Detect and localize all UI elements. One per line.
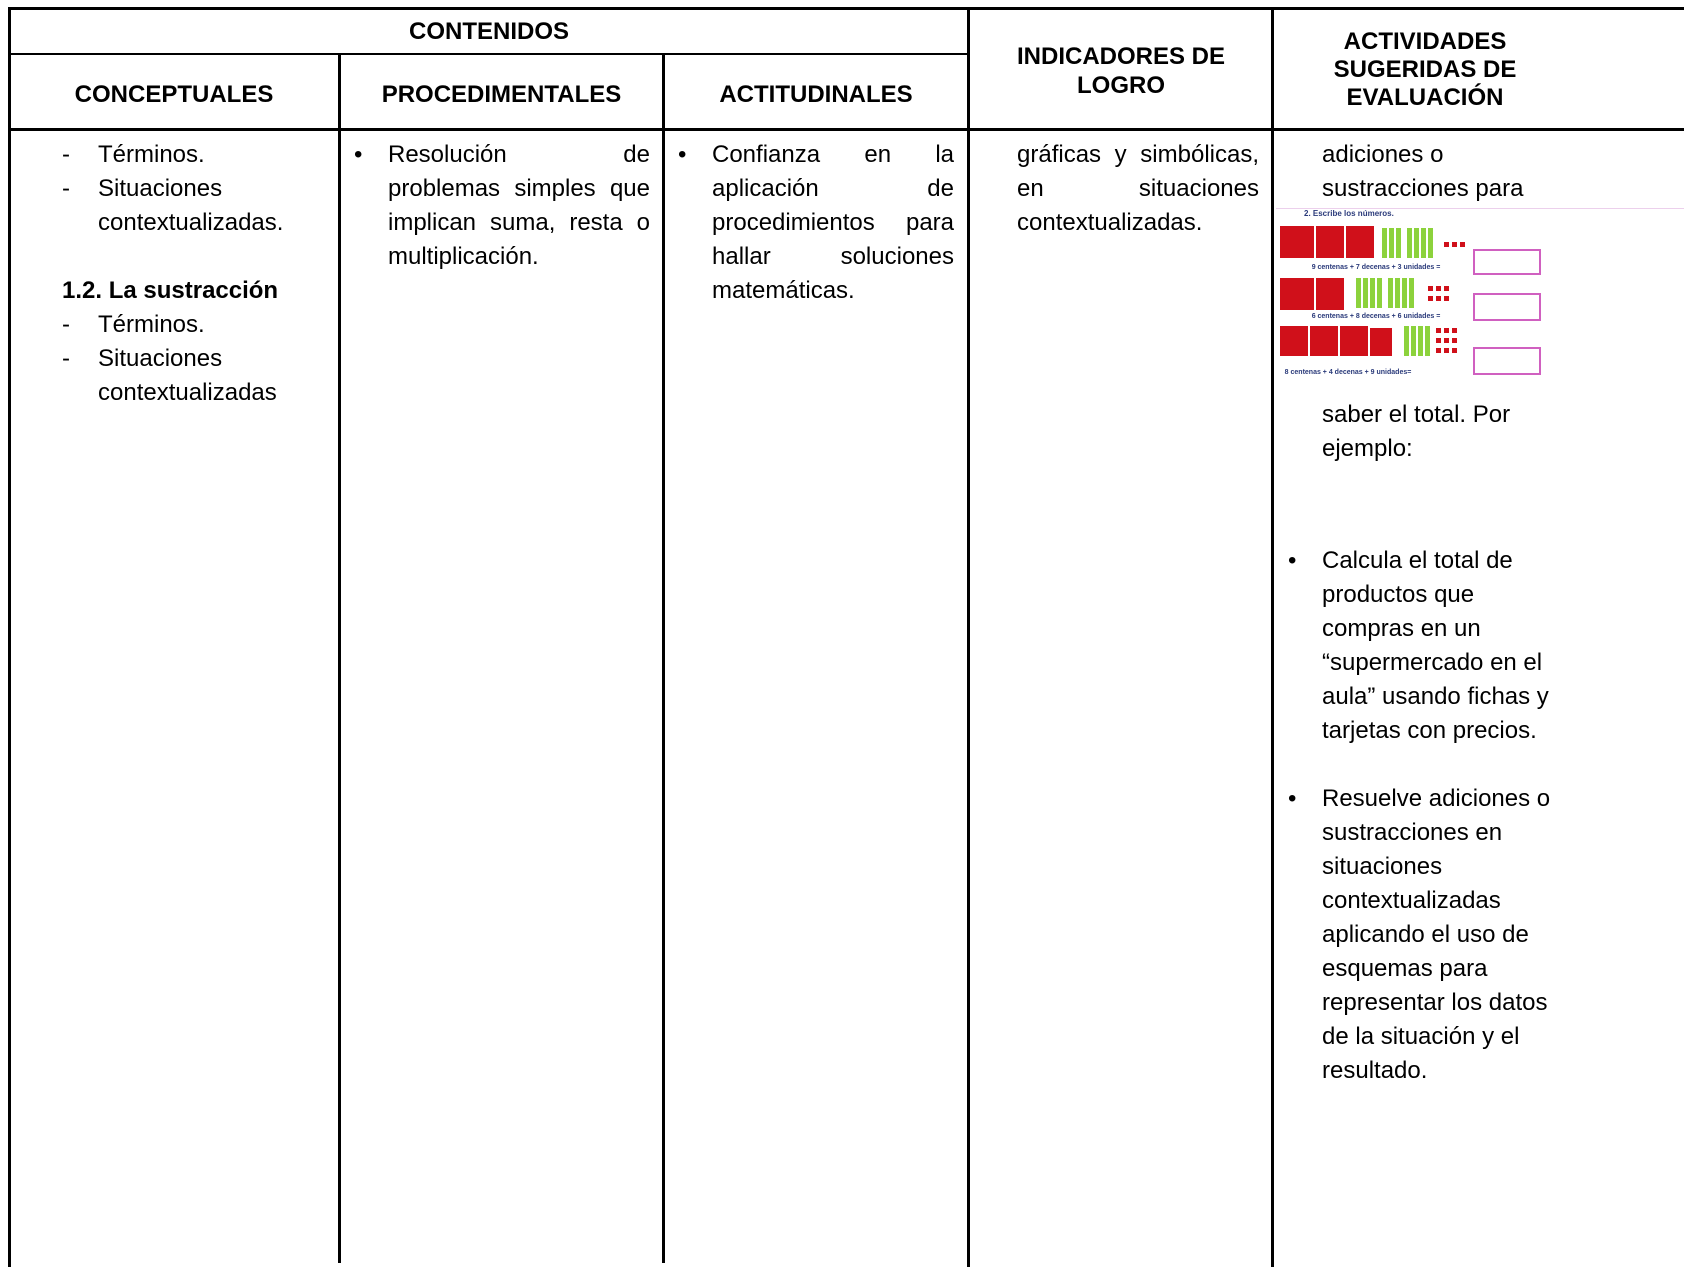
heading: 1.2. La sustracción <box>62 277 279 304</box>
header: ACTITUDINALES <box>719 81 913 108</box>
cell-text: adiciones o sustracciones para <box>1322 141 1524 202</box>
border <box>1271 7 1274 1267</box>
image-row-label: 9 centenas + 7 decenas + 3 unidades = <box>1312 264 1441 271</box>
list-item: Términos. <box>62 308 328 342</box>
image-title: 2. Escribe los números. <box>1304 209 1394 218</box>
cell: Resolución de problemas simples que impl… <box>354 138 650 274</box>
row-3: 8 centenas + 4 decenas + 9 unidades= <box>1280 326 1541 376</box>
list-item: Resolución de problemas simples que impl… <box>354 138 650 274</box>
border <box>8 128 1684 131</box>
cell-text: saber el total. Por ejemplo: <box>1322 401 1511 462</box>
header: INDICADORES DE LOGRO <box>1016 43 1226 99</box>
cell-list: Calcula el total de productos que compra… <box>1288 544 1562 1088</box>
border <box>338 53 341 1263</box>
border <box>8 53 970 55</box>
image-row-label: 6 centenas + 8 decenas + 6 unidades = <box>1312 313 1441 320</box>
border <box>8 7 1684 10</box>
header: CONTENIDOS <box>408 18 569 45</box>
cell: Confianza en la aplicación de procedimie… <box>678 138 954 308</box>
list-item: Resuelve adiciones o sustracciones en si… <box>1288 782 1562 1088</box>
header: ACTIVIDADES SUGERIDAS DE EVALUACIÓN <box>1333 28 1517 111</box>
list-item: Situaciones contextualizadas <box>62 342 328 410</box>
border <box>8 7 11 1267</box>
cell: Términos.Situaciones contextualizadas. 1… <box>62 138 328 410</box>
image-row-label: 8 centenas + 4 decenas + 9 unidades= <box>1285 369 1412 376</box>
list-item: Confianza en la aplicación de procedimie… <box>678 138 954 308</box>
list-item: Términos. <box>62 138 328 172</box>
header: CONCEPTUALES <box>74 81 274 108</box>
cell: gráficas y simbólicas, en situaciones co… <box>1017 141 1259 236</box>
worksheet-image: 2. Escribe los números. 9 centenas + 7 d… <box>1276 208 1684 396</box>
list-item: Situaciones contextualizadas. <box>62 172 328 240</box>
header: PROCEDIMENTALES <box>381 81 622 108</box>
row-1: 9 centenas + 7 decenas + 3 unidades = <box>1280 226 1541 275</box>
list-item: Calcula el total de productos que compra… <box>1288 544 1562 748</box>
row-2: 6 centenas + 8 decenas + 6 unidades = <box>1280 278 1541 321</box>
border <box>662 53 665 1263</box>
border <box>967 7 970 1267</box>
